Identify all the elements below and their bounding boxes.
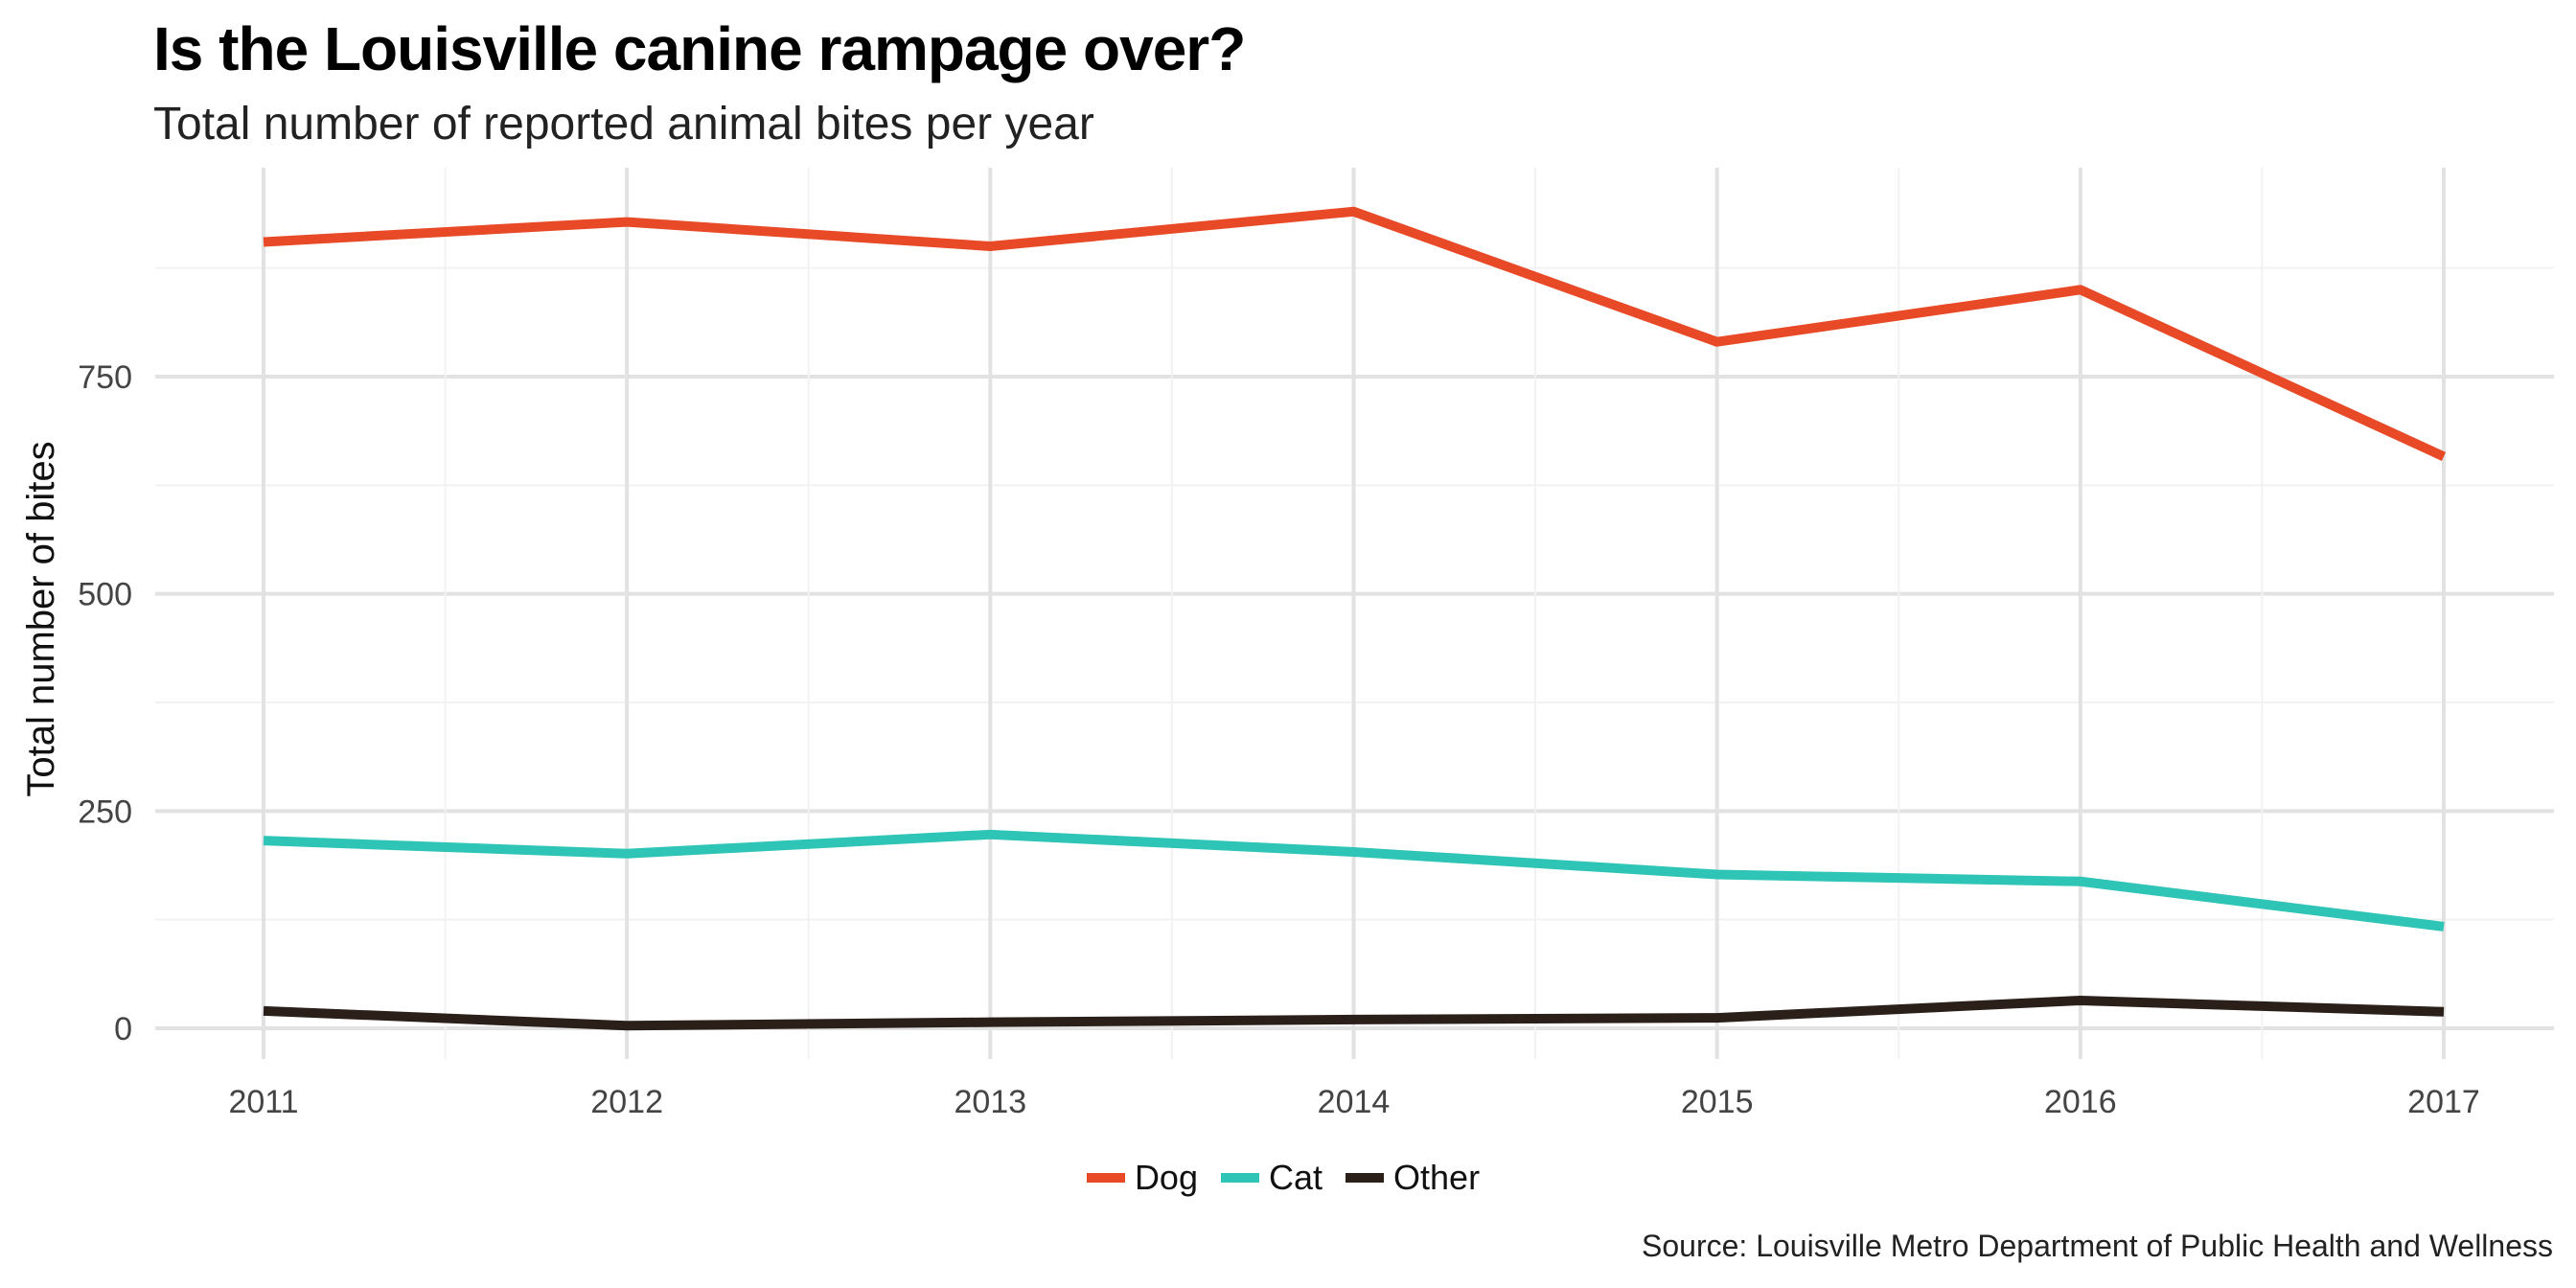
legend-swatch [1346, 1173, 1385, 1183]
y-axis-title: Total number of bites [20, 441, 62, 796]
legend-item-dog: Dog [1086, 1158, 1198, 1198]
series-line-other [263, 995, 2445, 1031]
x-tick-label: 2011 [228, 1084, 298, 1120]
legend-swatch [1220, 1173, 1259, 1183]
x-tick-label: 2015 [1681, 1084, 1754, 1120]
legend: Dog Cat Other [0, 1158, 2576, 1198]
legend-item-other: Other [1346, 1158, 1480, 1198]
grid [155, 168, 2554, 1059]
x-tick-label: 2016 [2044, 1084, 2117, 1120]
y-tick-label: 0 [114, 1011, 132, 1047]
series-line-cat [263, 829, 2445, 932]
x-tick-label: 2013 [954, 1084, 1027, 1120]
chart-subtitle: Total number of reported animal bites pe… [153, 99, 1094, 150]
series-lines [263, 206, 2447, 1031]
x-axis-ticks: 2011 2012 2013 2014 2015 2016 2017 [228, 1084, 2479, 1120]
y-tick-label: 500 [78, 577, 132, 613]
legend-label: Other [1393, 1158, 1481, 1197]
legend-swatch [1086, 1173, 1125, 1183]
legend-item-cat: Cat [1220, 1158, 1323, 1198]
legend-label: Dog [1134, 1158, 1198, 1197]
legend-label: Cat [1268, 1158, 1323, 1197]
source-caption: Source: Louisville Metro Department of P… [1642, 1229, 2553, 1263]
x-tick-label: 2014 [1318, 1084, 1391, 1120]
chart-title: Is the Louisville canine rampage over? [153, 14, 1246, 83]
y-tick-label: 750 [78, 359, 132, 396]
series-line-dog [263, 206, 2447, 461]
x-tick-label: 2017 [2407, 1084, 2480, 1120]
y-tick-label: 250 [78, 794, 132, 830]
x-tick-label: 2012 [590, 1084, 663, 1120]
y-axis-ticks: 0 250 500 750 [78, 359, 132, 1047]
